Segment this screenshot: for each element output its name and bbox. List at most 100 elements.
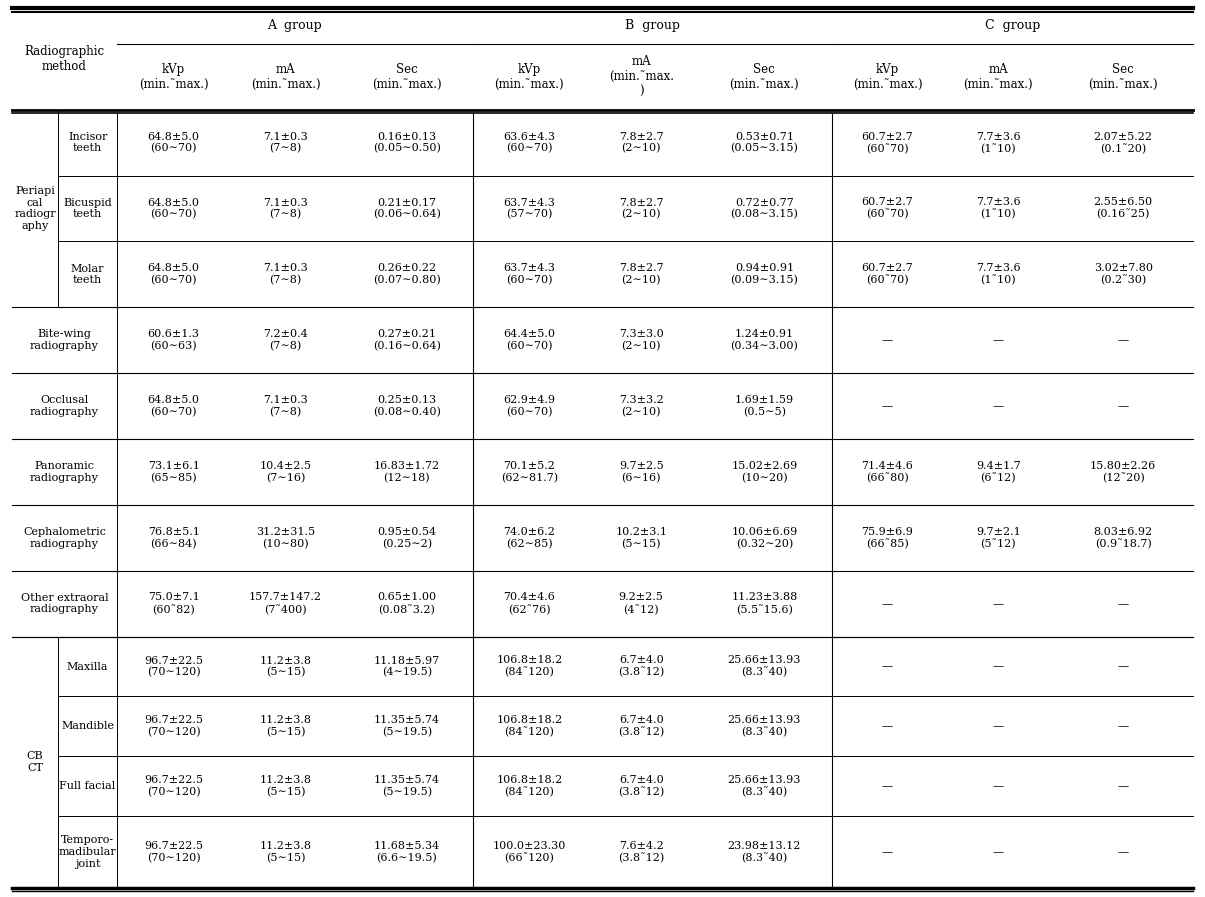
Text: —: — xyxy=(993,781,1004,791)
Text: 60.7±2.7
(60˜70): 60.7±2.7 (60˜70) xyxy=(862,263,913,285)
Text: 9.4±1.7
(6˜12): 9.4±1.7 (6˜12) xyxy=(976,461,1021,483)
Text: Temporo-
madibular
joint: Temporo- madibular joint xyxy=(59,835,117,868)
Text: —: — xyxy=(993,721,1004,731)
Text: 64.8±5.0
(60∼70): 64.8±5.0 (60∼70) xyxy=(147,264,200,285)
Text: 9.2±2.5
(4˜12): 9.2±2.5 (4˜12) xyxy=(618,593,664,614)
Text: 76.8±5.1
(66∼84): 76.8±5.1 (66∼84) xyxy=(148,527,200,549)
Text: 25.66±13.93
(8.3˜40): 25.66±13.93 (8.3˜40) xyxy=(728,656,801,677)
Text: 10.2±3.1
(5∼15): 10.2±3.1 (5∼15) xyxy=(616,527,668,549)
Text: Bite-wing
radiography: Bite-wing radiography xyxy=(30,329,99,351)
Text: 106.8±18.2
(84˜120): 106.8±18.2 (84˜120) xyxy=(496,715,563,737)
Text: 64.8±5.0
(60∼70): 64.8±5.0 (60∼70) xyxy=(147,197,200,220)
Text: —: — xyxy=(1118,721,1129,731)
Text: 7.2±0.4
(7∼8): 7.2±0.4 (7∼8) xyxy=(263,329,307,352)
Text: 96.7±22.5
(70∼120): 96.7±22.5 (70∼120) xyxy=(145,656,204,677)
Text: 7.8±2.7
(2∼10): 7.8±2.7 (2∼10) xyxy=(619,197,664,220)
Text: 11.2±3.8
(5∼15): 11.2±3.8 (5∼15) xyxy=(259,716,311,737)
Text: 3.02±7.80
(0.2˜30): 3.02±7.80 (0.2˜30) xyxy=(1094,263,1153,285)
Text: 7.3±3.0
(2∼10): 7.3±3.0 (2∼10) xyxy=(619,329,664,352)
Text: Occlusal
radiography: Occlusal radiography xyxy=(30,396,99,417)
Text: mA
(min.˜max.
): mA (min.˜max. ) xyxy=(609,56,674,99)
Text: —: — xyxy=(882,401,893,411)
Text: Panoramic
radiography: Panoramic radiography xyxy=(30,461,99,483)
Text: 0.65±1.00
(0.08˜3.2): 0.65±1.00 (0.08˜3.2) xyxy=(377,593,436,614)
Text: 70.1±5.2
(62∼81.7): 70.1±5.2 (62∼81.7) xyxy=(501,461,558,483)
Text: 15.02±2.69
(10∼20): 15.02±2.69 (10∼20) xyxy=(731,461,798,483)
Text: mA
(min.˜max.): mA (min.˜max.) xyxy=(251,63,321,91)
Text: 7.7±3.6
(1˜10): 7.7±3.6 (1˜10) xyxy=(976,263,1021,285)
Text: 64.8±5.0
(60∼70): 64.8±5.0 (60∼70) xyxy=(147,132,200,153)
Text: 60.6±1.3
(60∼63): 60.6±1.3 (60∼63) xyxy=(147,329,200,352)
Text: 9.7±2.5
(6∼16): 9.7±2.5 (6∼16) xyxy=(619,461,664,483)
Text: —: — xyxy=(882,721,893,731)
Text: —: — xyxy=(1118,661,1129,672)
Text: 11.2±3.8
(5∼15): 11.2±3.8 (5∼15) xyxy=(259,841,311,863)
Text: Mandible: Mandible xyxy=(61,721,114,731)
Text: 6.7±4.0
(3.8˜12): 6.7±4.0 (3.8˜12) xyxy=(618,775,664,797)
Text: 7.8±2.7
(2∼10): 7.8±2.7 (2∼10) xyxy=(619,264,664,285)
Text: CB
CT: CB CT xyxy=(27,752,43,773)
Text: 7.1±0.3
(7∼8): 7.1±0.3 (7∼8) xyxy=(263,132,307,153)
Text: 31.2±31.5
(10∼80): 31.2±31.5 (10∼80) xyxy=(255,527,315,549)
Text: 0.95±0.54
(0.25∼2): 0.95±0.54 (0.25∼2) xyxy=(377,527,436,549)
Text: 1.24±0.91
(0.34∼3.00): 1.24±0.91 (0.34∼3.00) xyxy=(730,329,798,352)
Text: 106.8±18.2
(84˜120): 106.8±18.2 (84˜120) xyxy=(496,775,563,797)
Text: 10.4±2.5
(7∼16): 10.4±2.5 (7∼16) xyxy=(259,461,311,483)
Text: kVp
(min.˜max.): kVp (min.˜max.) xyxy=(494,63,564,91)
Text: Cephalometric
radiography: Cephalometric radiography xyxy=(23,527,106,549)
Text: 11.2±3.8
(5∼15): 11.2±3.8 (5∼15) xyxy=(259,775,311,797)
Text: 64.4±5.0
(60∼70): 64.4±5.0 (60∼70) xyxy=(504,329,556,352)
Text: 11.35±5.74
(5∼19.5): 11.35±5.74 (5∼19.5) xyxy=(374,775,440,797)
Text: 7.1±0.3
(7∼8): 7.1±0.3 (7∼8) xyxy=(263,395,307,417)
Text: 15.80±2.26
(12˜20): 15.80±2.26 (12˜20) xyxy=(1091,461,1157,483)
Text: 25.66±13.93
(8.3˜40): 25.66±13.93 (8.3˜40) xyxy=(728,775,801,797)
Text: —: — xyxy=(882,847,893,857)
Text: 63.6±4.3
(60∼70): 63.6±4.3 (60∼70) xyxy=(504,132,556,153)
Text: 96.7±22.5
(70∼120): 96.7±22.5 (70∼120) xyxy=(145,841,204,863)
Text: —: — xyxy=(993,847,1004,857)
Text: 16.83±1.72
(12∼18): 16.83±1.72 (12∼18) xyxy=(374,461,440,483)
Text: —: — xyxy=(882,781,893,791)
Text: 73.1±6.1
(65∼85): 73.1±6.1 (65∼85) xyxy=(148,461,200,483)
Text: —: — xyxy=(1118,335,1129,345)
Text: 0.25±0.13
(0.08∼0.40): 0.25±0.13 (0.08∼0.40) xyxy=(372,395,441,417)
Text: 6.7±4.0
(3.8˜12): 6.7±4.0 (3.8˜12) xyxy=(618,715,664,737)
Text: 157.7±147.2
(7˜400): 157.7±147.2 (7˜400) xyxy=(249,593,322,614)
Text: —: — xyxy=(1118,401,1129,411)
Text: 2.55±6.50
(0.16˜25): 2.55±6.50 (0.16˜25) xyxy=(1094,197,1153,220)
Text: Periapi
cal
radiogr
aphy: Periapi cal radiogr aphy xyxy=(14,187,55,231)
Text: 7.7±3.6
(1˜10): 7.7±3.6 (1˜10) xyxy=(976,132,1021,154)
Text: C  group: C group xyxy=(984,20,1040,32)
Text: 7.7±3.6
(1˜10): 7.7±3.6 (1˜10) xyxy=(976,197,1021,220)
Text: 11.23±3.88
(5.5˜15.6): 11.23±3.88 (5.5˜15.6) xyxy=(731,593,798,614)
Text: 0.26±0.22
(0.07∼0.80): 0.26±0.22 (0.07∼0.80) xyxy=(372,264,441,285)
Text: Incisor
teeth: Incisor teeth xyxy=(67,132,107,153)
Text: 11.68±5.34
(6.6∼19.5): 11.68±5.34 (6.6∼19.5) xyxy=(374,841,440,863)
Text: 1.69±1.59
(0.5∼5): 1.69±1.59 (0.5∼5) xyxy=(735,395,794,417)
Text: Maxilla: Maxilla xyxy=(66,661,108,672)
Text: 71.4±4.6
(66˜80): 71.4±4.6 (66˜80) xyxy=(862,461,913,483)
Text: Molar
teeth: Molar teeth xyxy=(71,264,105,285)
Text: 75.9±6.9
(66˜85): 75.9±6.9 (66˜85) xyxy=(862,527,913,549)
Text: 11.35±5.74
(5∼19.5): 11.35±5.74 (5∼19.5) xyxy=(374,716,440,737)
Text: 100.0±23.30
(66˜120): 100.0±23.30 (66˜120) xyxy=(493,840,566,863)
Text: 63.7±4.3
(57∼70): 63.7±4.3 (57∼70) xyxy=(504,197,556,220)
Text: 0.21±0.17
(0.06∼0.64): 0.21±0.17 (0.06∼0.64) xyxy=(372,197,441,220)
Text: 62.9±4.9
(60∼70): 62.9±4.9 (60∼70) xyxy=(504,395,556,417)
Text: 63.7±4.3
(60∼70): 63.7±4.3 (60∼70) xyxy=(504,264,556,285)
Text: Other extraoral
radiography: Other extraoral radiography xyxy=(20,593,108,614)
Text: Sec
(min.˜max.): Sec (min.˜max.) xyxy=(729,63,799,91)
Text: 8.03±6.92
(0.9˜18.7): 8.03±6.92 (0.9˜18.7) xyxy=(1094,527,1153,549)
Text: Radiographic
method: Radiographic method xyxy=(24,45,105,73)
Text: 60.7±2.7
(60˜70): 60.7±2.7 (60˜70) xyxy=(862,197,913,220)
Text: —: — xyxy=(1118,598,1129,609)
Text: Bicuspid
teeth: Bicuspid teeth xyxy=(63,197,112,220)
Text: B  group: B group xyxy=(625,20,680,32)
Text: 11.2±3.8
(5∼15): 11.2±3.8 (5∼15) xyxy=(259,656,311,677)
Text: 70.4±4.6
(62˜76): 70.4±4.6 (62˜76) xyxy=(504,593,556,614)
Text: 7.1±0.3
(7∼8): 7.1±0.3 (7∼8) xyxy=(263,197,307,220)
Text: 6.7±4.0
(3.8˜12): 6.7±4.0 (3.8˜12) xyxy=(618,656,664,677)
Text: 7.3±3.2
(2∼10): 7.3±3.2 (2∼10) xyxy=(619,395,664,417)
Text: 2.07±5.22
(0.1˜20): 2.07±5.22 (0.1˜20) xyxy=(1094,132,1153,154)
Text: 96.7±22.5
(70∼120): 96.7±22.5 (70∼120) xyxy=(145,716,204,737)
